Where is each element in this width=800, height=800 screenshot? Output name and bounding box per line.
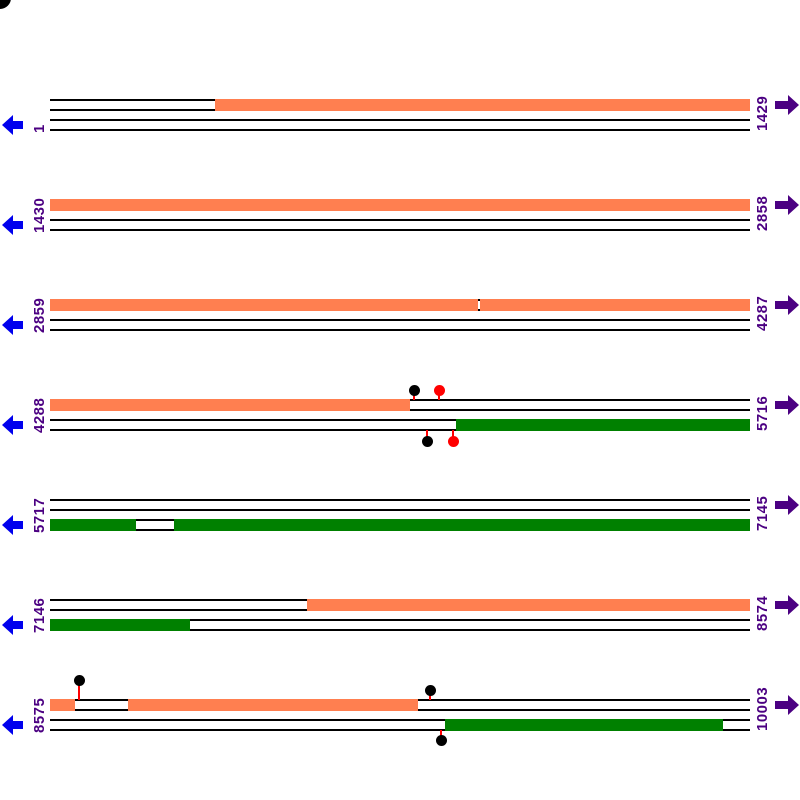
forward-feature-bar[interactable] (50, 399, 410, 411)
marker-stem (452, 430, 454, 441)
prev-segment-arrow[interactable] (2, 615, 23, 640)
next-segment-arrow[interactable] (775, 295, 799, 320)
mutation-marker-red-dot[interactable] (434, 385, 445, 396)
frame-line (50, 319, 750, 321)
forward-feature-bar[interactable] (50, 299, 478, 311)
corner-arc-mark (0, 0, 11, 9)
row-start-coordinate: 4288 (31, 397, 48, 433)
frame-line (50, 229, 750, 231)
frame-line (50, 719, 750, 721)
prev-segment-arrow[interactable] (2, 515, 23, 540)
mutation-marker-black-dot[interactable] (422, 436, 433, 447)
reverse-feature-bar[interactable] (456, 419, 750, 431)
frame-line (50, 429, 750, 431)
next-segment-arrow[interactable] (775, 195, 799, 220)
reverse-feature-bar[interactable] (445, 719, 723, 731)
marker-stem (426, 430, 428, 441)
prev-segment-arrow[interactable] (2, 215, 23, 240)
frame-line (50, 219, 750, 221)
row-start-coordinate: 5717 (31, 497, 48, 533)
marker-stem (78, 680, 80, 700)
row-end-coordinate: 1429 (754, 95, 771, 131)
prev-segment-arrow[interactable] (2, 715, 23, 740)
row-start-coordinate: 1 (31, 124, 48, 133)
forward-feature-bar[interactable] (50, 699, 75, 711)
row-start-coordinate: 8575 (31, 697, 48, 733)
row-start-coordinate: 2859 (31, 297, 48, 333)
row-end-coordinate: 2858 (754, 195, 771, 231)
next-segment-arrow[interactable] (775, 495, 799, 520)
row-end-coordinate: 5716 (754, 395, 771, 431)
next-segment-arrow[interactable] (775, 395, 799, 420)
frame-line (50, 509, 750, 511)
frame-line (50, 129, 750, 131)
frame-line (50, 729, 750, 731)
row-start-coordinate: 7146 (31, 597, 48, 633)
row-end-coordinate: 8574 (754, 595, 771, 631)
row-end-coordinate: 7145 (754, 495, 771, 531)
reverse-feature-bar[interactable] (50, 619, 190, 631)
frame-line (50, 629, 750, 631)
row-start-coordinate: 1430 (31, 197, 48, 233)
forward-feature-bar[interactable] (307, 599, 750, 611)
row-end-coordinate: 4287 (754, 295, 771, 331)
mutation-marker-red-dot[interactable] (448, 436, 459, 447)
prev-segment-arrow[interactable] (2, 415, 23, 440)
mutation-marker-black-dot[interactable] (409, 385, 420, 396)
reverse-feature-bar[interactable] (174, 519, 750, 531)
forward-feature-bar[interactable] (480, 299, 750, 311)
prev-segment-arrow[interactable] (2, 315, 23, 340)
next-segment-arrow[interactable] (775, 95, 799, 120)
next-segment-arrow[interactable] (775, 595, 799, 620)
reverse-feature-bar[interactable] (50, 519, 136, 531)
row-end-coordinate: 10003 (754, 686, 771, 731)
frame-line (50, 619, 750, 621)
next-segment-arrow[interactable] (775, 695, 799, 720)
mutation-marker-black-dot[interactable] (425, 685, 436, 696)
frame-line (50, 119, 750, 121)
frame-line (50, 419, 750, 421)
prev-segment-arrow[interactable] (2, 115, 23, 140)
frame-line (50, 499, 750, 501)
frame-line (50, 329, 750, 331)
mutation-marker-black-dot[interactable] (74, 675, 85, 686)
forward-feature-bar[interactable] (50, 199, 750, 211)
mutation-marker-black-dot[interactable] (436, 735, 447, 746)
forward-feature-bar[interactable] (128, 699, 418, 711)
forward-feature-bar[interactable] (215, 99, 750, 111)
